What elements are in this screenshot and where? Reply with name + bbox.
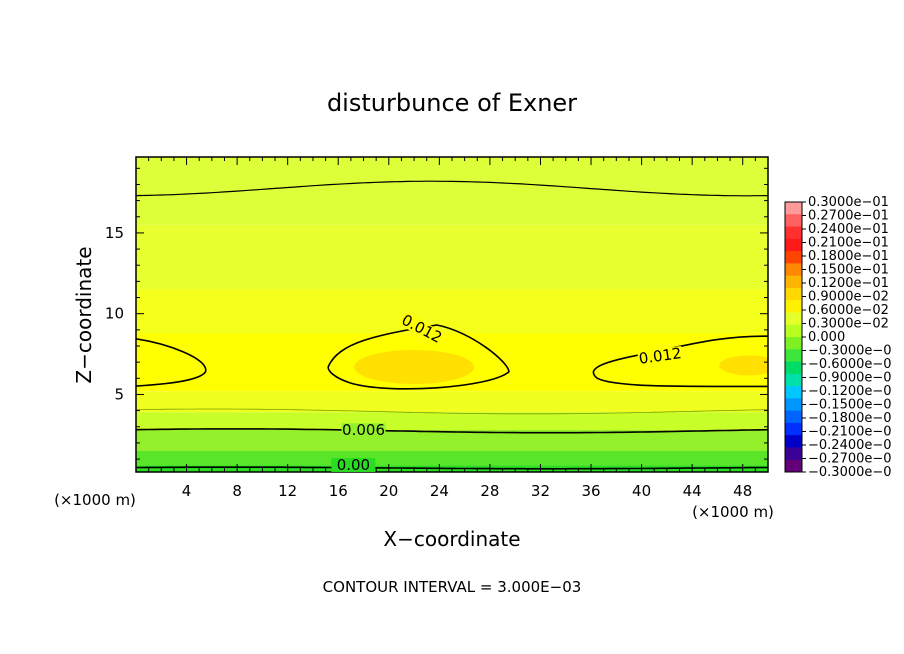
contour-fill-core bbox=[719, 355, 768, 376]
x-tick-label: 24 bbox=[430, 482, 449, 500]
colorbar-label: −0.1500e−0 bbox=[808, 398, 892, 413]
x-tick-label: 32 bbox=[531, 482, 550, 500]
y-tick-label: 10 bbox=[105, 305, 124, 323]
colorbar-label: 0.2100e−01 bbox=[808, 236, 889, 251]
x-axis-label: X−coordinate bbox=[383, 527, 520, 551]
y-axis-label: Z−coordinate bbox=[72, 246, 96, 383]
colorbar-swatch bbox=[785, 275, 802, 289]
colorbar-swatch bbox=[785, 422, 802, 436]
colorbar-swatch bbox=[785, 386, 802, 399]
contour-label-bg bbox=[341, 423, 386, 438]
colorbar-swatch bbox=[785, 447, 802, 461]
colorbar-swatch bbox=[785, 410, 802, 424]
colorbar-label: 0.2400e−01 bbox=[808, 222, 889, 237]
colorbar-swatch bbox=[785, 251, 802, 264]
x-tick-label: 40 bbox=[632, 482, 651, 500]
colorbar-swatch bbox=[785, 238, 802, 252]
colorbar-label: −0.6000e−0 bbox=[808, 357, 892, 372]
contour-fill-band bbox=[136, 391, 768, 413]
contour-label: 0.00 bbox=[337, 456, 370, 474]
contour-fill-band bbox=[136, 412, 768, 430]
contour-line-0.006 bbox=[136, 428, 768, 434]
x-tick-label: 4 bbox=[182, 482, 192, 500]
colorbar-swatch bbox=[785, 349, 802, 362]
x-tick-label: 16 bbox=[329, 482, 348, 500]
colorbar-label: −0.1200e−0 bbox=[808, 384, 892, 399]
x-tick-label: 12 bbox=[278, 482, 297, 500]
contour-label: 0.006 bbox=[342, 421, 385, 439]
colorbar-swatch bbox=[785, 312, 802, 326]
x-tick-label: 36 bbox=[581, 482, 600, 500]
colorbar-swatch bbox=[785, 287, 802, 301]
colorbar-label: 0.000 bbox=[808, 330, 845, 345]
x-tick-label: 28 bbox=[480, 482, 499, 500]
colorbar-label: 0.3000e−02 bbox=[808, 317, 889, 332]
colorbar-swatch bbox=[785, 202, 802, 215]
colorbar-swatch bbox=[785, 324, 802, 338]
colorbar-swatch bbox=[785, 435, 802, 448]
contour-fill-band bbox=[136, 224, 768, 290]
colorbar-label: 0.2700e−01 bbox=[808, 209, 889, 224]
contour-label: 0.012 bbox=[638, 344, 683, 368]
colorbar-swatch bbox=[785, 263, 802, 277]
colorbar-label: −0.2400e−0 bbox=[808, 438, 892, 453]
y-tick-label: 15 bbox=[105, 224, 124, 242]
contour-line-0.012 bbox=[592, 335, 768, 388]
colorbar-label: 0.6000e−02 bbox=[808, 303, 889, 318]
chart-title: disturbunce of Exner bbox=[327, 89, 577, 117]
colorbar-swatch bbox=[785, 373, 802, 387]
colorbar-swatch bbox=[785, 361, 802, 375]
x-tick-label: 20 bbox=[379, 482, 398, 500]
x-tick-label: 48 bbox=[733, 482, 752, 500]
colorbar-label: −0.1800e−0 bbox=[808, 411, 892, 426]
colorbar-label: 0.1800e−01 bbox=[808, 249, 889, 264]
colorbar-swatch bbox=[785, 398, 802, 412]
contour-label-bg bbox=[399, 312, 445, 346]
colorbar-label: 0.3000e−01 bbox=[808, 195, 889, 210]
x-tick-label: 8 bbox=[232, 482, 242, 500]
colorbar-label: 0.1500e−01 bbox=[808, 263, 889, 278]
colorbar-label: −0.2100e−0 bbox=[808, 425, 892, 440]
colorbar-label: −0.9000e−0 bbox=[808, 371, 892, 386]
colorbar-swatch bbox=[785, 459, 802, 473]
colorbar-label: −0.2700e−0 bbox=[808, 452, 892, 467]
y-unit-label: (×1000 m) bbox=[54, 491, 136, 509]
colorbar-swatch bbox=[785, 226, 802, 240]
y-tick-label: 5 bbox=[114, 385, 124, 403]
colorbar-label: −0.3000e−0 bbox=[808, 344, 892, 359]
colorbar-swatch bbox=[785, 214, 802, 227]
x-tick-label: 44 bbox=[683, 482, 702, 500]
contour-line-0.012 bbox=[136, 338, 207, 387]
contour-fill-band bbox=[136, 451, 768, 466]
colorbar-label: −0.3000e−0 bbox=[808, 465, 892, 480]
colorbar-swatch bbox=[785, 337, 802, 350]
contour-line-0.012 bbox=[327, 324, 510, 390]
contour-line bbox=[136, 180, 768, 197]
colorbar-swatch bbox=[785, 300, 802, 313]
contour-fill-band bbox=[136, 430, 768, 451]
x-unit-label: (×1000 m) bbox=[692, 503, 774, 521]
contour-line bbox=[136, 408, 768, 415]
contour-interval-note: CONTOUR INTERVAL = 3.000E−03 bbox=[323, 578, 582, 596]
colorbar-label: 0.1200e−01 bbox=[808, 276, 889, 291]
contour-label-bg bbox=[331, 457, 376, 472]
contour-label-bg bbox=[637, 345, 683, 366]
contour-fill-core bbox=[354, 350, 475, 384]
contour-fill-band bbox=[136, 289, 768, 334]
colorbar: 0.3000e−010.2700e−010.2400e−010.2100e−01… bbox=[784, 195, 892, 480]
colorbar-label: 0.9000e−02 bbox=[808, 290, 889, 305]
